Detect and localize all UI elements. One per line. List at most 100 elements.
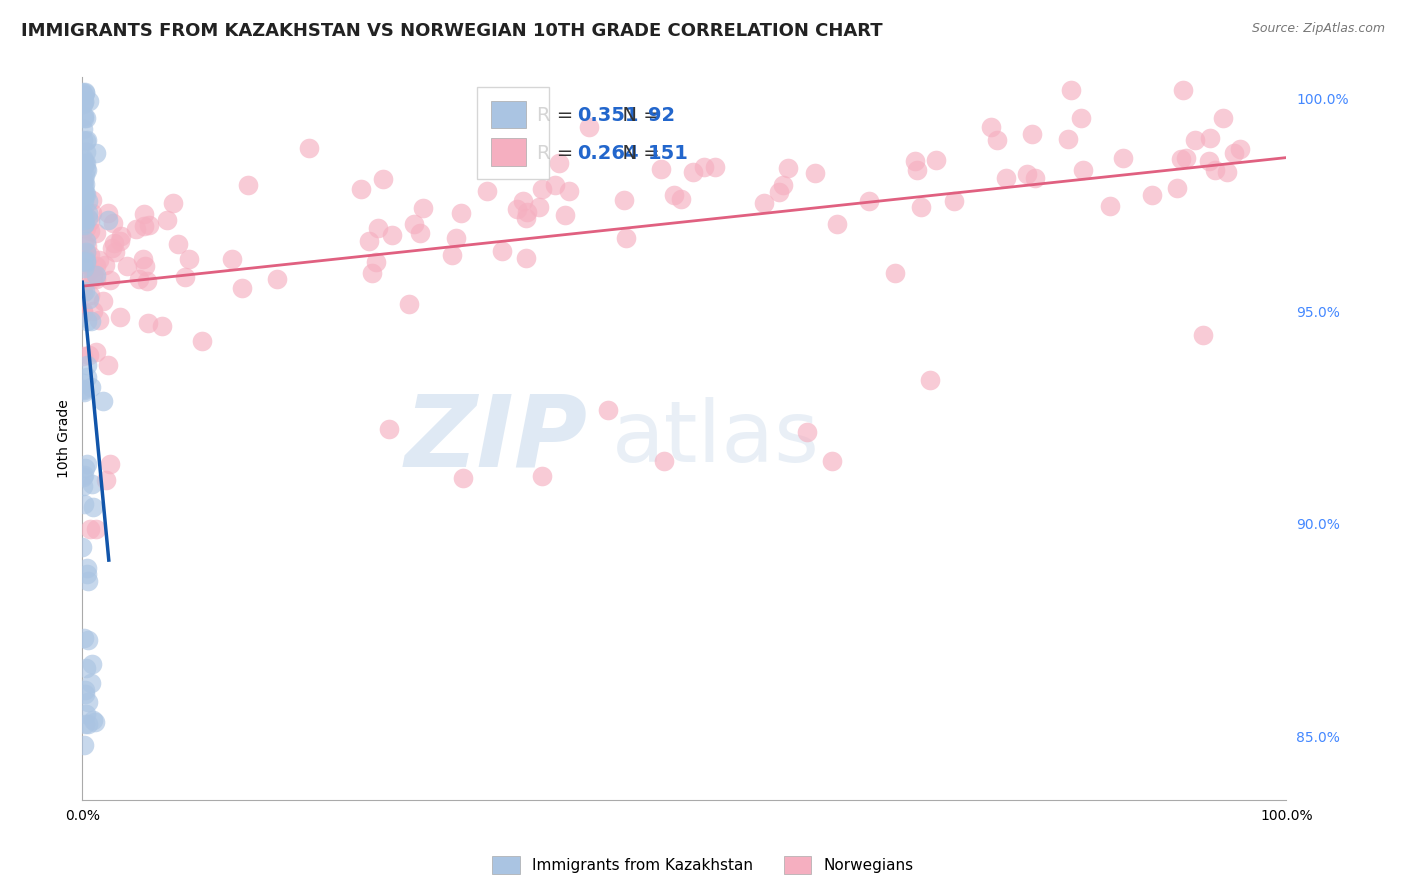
Point — [73, 186, 96, 201]
Text: N =: N = — [610, 144, 665, 162]
Legend: Immigrants from Kazakhstan, Norwegians: Immigrants from Kazakhstan, Norwegians — [486, 850, 920, 880]
Point — [80, 206, 103, 220]
Point — [132, 207, 155, 221]
Point — [704, 160, 727, 174]
Point — [108, 310, 131, 324]
Point — [821, 453, 844, 467]
Point — [76, 313, 98, 327]
Point — [827, 217, 849, 231]
Point — [77, 95, 100, 109]
Point — [72, 468, 94, 483]
Point — [1112, 151, 1135, 165]
Point — [79, 248, 101, 262]
Point — [381, 227, 404, 242]
Point — [359, 234, 381, 248]
Point — [80, 476, 103, 491]
Point — [444, 231, 467, 245]
Point — [266, 272, 288, 286]
Point — [918, 373, 941, 387]
Point — [76, 163, 98, 178]
Point — [110, 228, 132, 243]
Point — [125, 222, 148, 236]
Text: Source: ZipAtlas.com: Source: ZipAtlas.com — [1251, 22, 1385, 36]
Point — [72, 254, 94, 268]
Point — [693, 160, 716, 174]
Point — [75, 156, 97, 170]
Point — [72, 111, 94, 125]
Point — [72, 286, 94, 301]
Point — [75, 254, 97, 268]
Point — [73, 86, 96, 100]
Point — [366, 255, 388, 269]
Point — [378, 422, 401, 436]
Point — [1098, 199, 1121, 213]
Point — [76, 560, 98, 574]
Text: 92: 92 — [648, 105, 675, 125]
Point — [529, 200, 551, 214]
Point — [768, 185, 790, 199]
Point — [531, 182, 554, 196]
Point — [79, 522, 101, 536]
Point — [398, 296, 420, 310]
Point — [650, 162, 672, 177]
Point — [231, 280, 253, 294]
Point — [177, 252, 200, 267]
Point — [150, 318, 173, 333]
Point — [1229, 142, 1251, 156]
Text: R =: R = — [537, 144, 579, 162]
Point — [82, 271, 104, 285]
Point — [75, 134, 97, 148]
Point — [82, 657, 104, 672]
Point — [72, 207, 94, 221]
Point — [360, 266, 382, 280]
Point — [134, 219, 156, 234]
Point — [72, 159, 94, 173]
Point — [73, 246, 96, 260]
Point — [516, 204, 538, 219]
Point — [98, 457, 121, 471]
Point — [778, 161, 800, 175]
Point — [76, 265, 98, 279]
Point — [221, 252, 243, 266]
Point — [73, 180, 96, 194]
Point — [596, 402, 619, 417]
Point — [73, 687, 96, 701]
Point — [72, 349, 94, 363]
Point — [75, 162, 97, 177]
Point — [515, 251, 537, 265]
Point — [79, 224, 101, 238]
Point — [76, 567, 98, 582]
Point — [83, 715, 105, 730]
Point — [80, 676, 103, 690]
Point — [943, 194, 966, 208]
Point — [884, 266, 907, 280]
Point — [84, 271, 107, 285]
Point — [73, 738, 96, 752]
Point — [373, 171, 395, 186]
Point — [440, 248, 463, 262]
Point — [578, 120, 600, 134]
Point — [1184, 132, 1206, 146]
Point — [73, 177, 96, 191]
Point — [76, 194, 98, 208]
Point — [298, 141, 321, 155]
Point — [82, 193, 104, 207]
Point — [512, 194, 534, 209]
Point — [613, 193, 636, 207]
Point — [72, 376, 94, 391]
Point — [82, 303, 104, 318]
Point — [925, 153, 948, 167]
Point — [73, 88, 96, 103]
Point — [84, 345, 107, 359]
Point — [79, 214, 101, 228]
Point — [75, 156, 97, 170]
Point — [77, 211, 100, 225]
Point — [1021, 128, 1043, 142]
Point — [76, 695, 98, 709]
Point — [73, 213, 96, 227]
Point — [72, 151, 94, 165]
Point — [77, 348, 100, 362]
Point — [73, 497, 96, 511]
Point — [1198, 131, 1220, 145]
Point — [75, 246, 97, 260]
